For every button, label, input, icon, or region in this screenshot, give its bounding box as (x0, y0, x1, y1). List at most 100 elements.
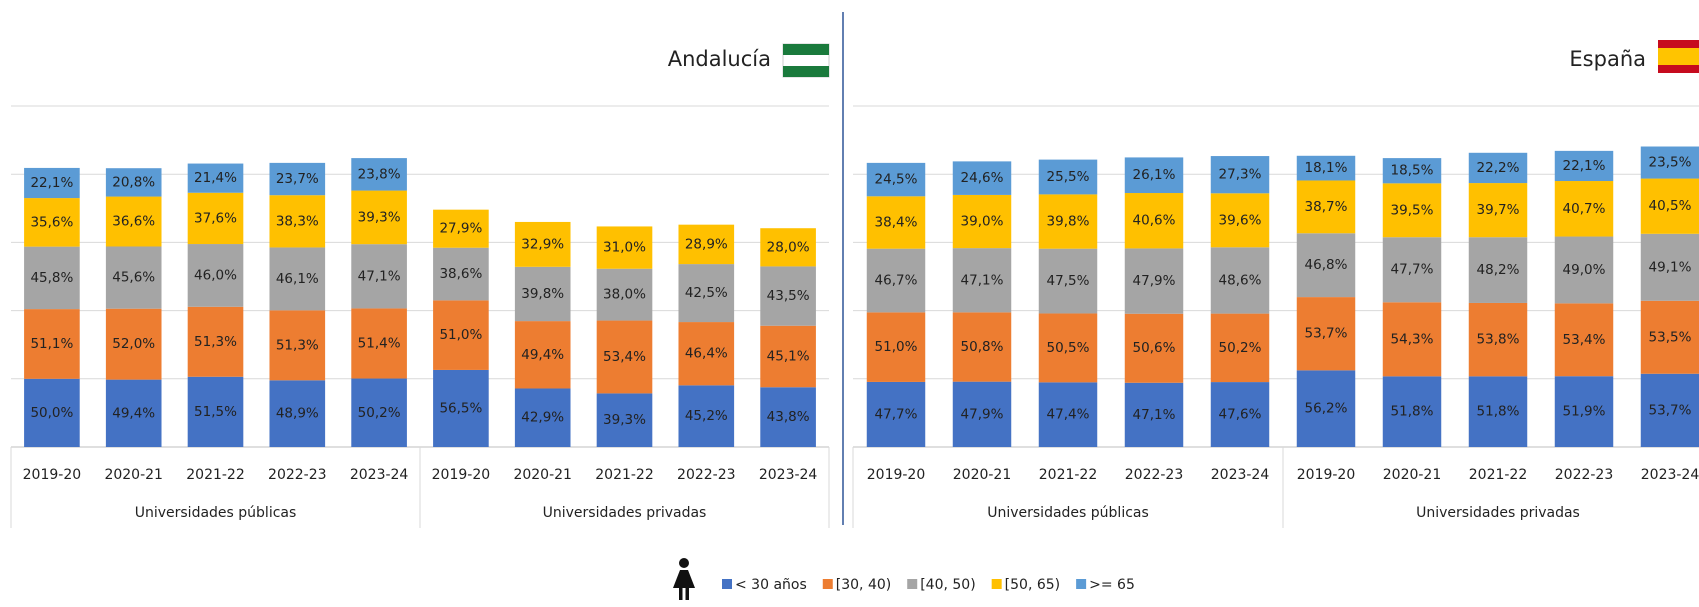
bar-segment (1296, 370, 1356, 447)
value-label: 26,1% (1133, 167, 1176, 183)
value-label: 51,3% (194, 334, 237, 350)
bar-segment (760, 325, 816, 388)
value-label: 28,0% (767, 239, 810, 255)
bar-segment (24, 378, 80, 447)
value-label: 43,5% (767, 288, 810, 304)
value-label: 50,2% (1219, 340, 1262, 356)
bar-segment (1296, 233, 1356, 298)
bar-segment (678, 224, 735, 265)
bar-segment (1210, 313, 1270, 383)
bar-segment (269, 310, 326, 381)
value-label: 47,7% (1391, 262, 1434, 278)
bar-segment (952, 312, 1012, 382)
value-label: 47,4% (1047, 407, 1090, 423)
value-label: 48,9% (276, 406, 319, 422)
bar-segment (1468, 376, 1528, 447)
value-label: 53,5% (1649, 329, 1692, 345)
value-label: 50,8% (961, 339, 1004, 355)
bar-segment (1640, 300, 1699, 374)
bar-segment (1382, 183, 1442, 238)
bar-segment (1468, 152, 1528, 184)
legend-label: [30, 40) (836, 577, 891, 593)
bar-segment (1124, 157, 1184, 194)
bar-segment (105, 379, 162, 447)
bar-segment (24, 246, 80, 310)
value-label: 38,3% (276, 213, 319, 229)
value-label: 46,7% (875, 273, 918, 289)
bar-segment (351, 308, 407, 379)
legend-label: [50, 65) (1005, 577, 1060, 593)
value-label: 47,9% (961, 406, 1004, 422)
bar-segment (1640, 233, 1699, 301)
value-label: 24,6% (961, 170, 1004, 186)
bar-segment (678, 322, 735, 386)
value-label: 48,6% (1219, 272, 1262, 288)
bar-segment (433, 369, 489, 447)
bar-segment (351, 158, 407, 191)
bar-segment (1640, 146, 1699, 179)
bar-segment (1382, 376, 1442, 447)
legend-swatch (907, 579, 918, 589)
value-label: 56,2% (1305, 401, 1348, 417)
bar-segment (1124, 248, 1184, 314)
bar-segment (952, 381, 1012, 447)
group-label: Universidades públicas (987, 505, 1149, 521)
value-label: 22,1% (1563, 158, 1606, 174)
value-label: 46,4% (685, 346, 728, 362)
value-label: 50,5% (1047, 340, 1090, 356)
value-label: 38,7% (1305, 199, 1348, 215)
value-label: 39,5% (1391, 202, 1434, 218)
value-label: 25,5% (1047, 169, 1090, 185)
value-label: 46,1% (276, 271, 319, 287)
bar-segment (1038, 194, 1098, 249)
bar-segment (187, 192, 244, 245)
value-label: 49,4% (112, 405, 155, 421)
bar-segment (596, 268, 653, 321)
value-label: 35,6% (30, 214, 73, 230)
value-label: 47,1% (358, 268, 401, 284)
bar-segment (514, 388, 571, 447)
bar-segment (1468, 237, 1528, 303)
bar-segment (596, 226, 653, 269)
x-tick-label: 2021-22 (1469, 467, 1528, 483)
bar-segment (105, 196, 162, 247)
bar-segment (1038, 382, 1098, 447)
value-label: 23,7% (276, 171, 319, 187)
bar-segment (351, 244, 407, 309)
legend-swatch (1076, 579, 1087, 589)
bar-segment (678, 385, 735, 447)
value-label: 47,1% (961, 272, 1004, 288)
x-tick-label: 2019-20 (1297, 467, 1356, 483)
legend-swatch (722, 579, 732, 589)
bar-segment (1038, 313, 1098, 383)
bar-segment (596, 393, 653, 447)
value-label: 39,8% (1047, 214, 1090, 230)
x-tick-label: 2020-21 (953, 467, 1012, 483)
woman-icon (673, 558, 695, 600)
value-label: 37,6% (194, 210, 237, 226)
bar-segment (866, 381, 926, 447)
bar-segment (187, 306, 244, 377)
bar-segment (1210, 193, 1270, 248)
value-label: 39,3% (358, 209, 401, 225)
value-label: 51,8% (1477, 404, 1520, 420)
value-label: 39,8% (521, 286, 564, 302)
flag (783, 44, 829, 55)
value-label: 47,1% (1133, 407, 1176, 423)
value-label: 51,3% (276, 337, 319, 353)
legend-swatch (822, 579, 833, 589)
value-label: 51,0% (439, 327, 482, 343)
value-label: 39,3% (603, 412, 646, 428)
x-tick-label: 2021-22 (186, 467, 245, 483)
value-label: 54,3% (1391, 331, 1434, 347)
value-label: 53,4% (603, 349, 646, 365)
group-label: Universidades públicas (135, 505, 297, 521)
x-tick-label: 2022-23 (677, 467, 736, 483)
bar-segment (1124, 313, 1184, 383)
value-label: 49,0% (1563, 262, 1606, 278)
value-label: 32,9% (521, 236, 564, 252)
value-label: 50,6% (1133, 340, 1176, 356)
value-label: 23,5% (1649, 155, 1692, 171)
bar-segment (1468, 183, 1528, 238)
